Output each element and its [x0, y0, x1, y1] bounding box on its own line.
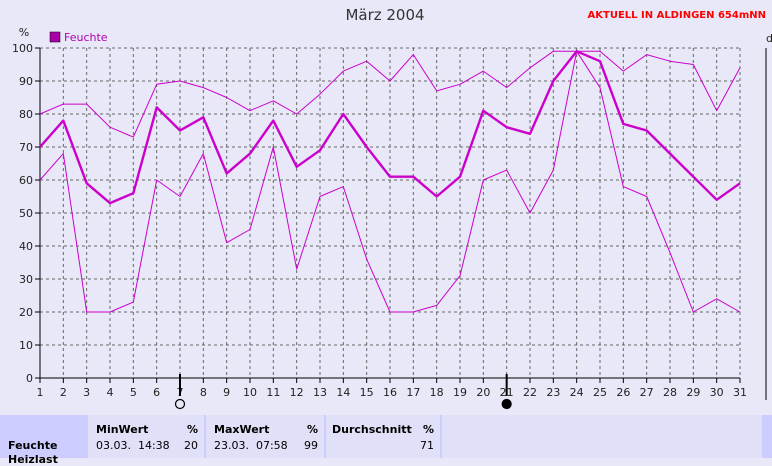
right-axis-label: d [766, 32, 772, 45]
stats-row-label-2: Heizlast [8, 453, 58, 466]
x-tick-label: 15 [360, 386, 374, 399]
x-tick-label: 1 [37, 386, 44, 399]
y-tick-label: 0 [26, 372, 33, 385]
legend-swatch [49, 31, 61, 43]
max-time: 23.03. 07:58 [214, 439, 288, 452]
axes: 0102030405060708090100123456789101112131… [12, 42, 767, 400]
series-feuchte-line [39, 50, 741, 205]
min-time: 03.03. 14:38 [96, 439, 170, 452]
y-tick-label: 40 [19, 240, 33, 253]
x-tick-label: 22 [523, 386, 537, 399]
x-tick-label: 30 [710, 386, 724, 399]
stats-panel: Feuchte Heizlast MinWert % 03.03. 14:38 … [0, 415, 772, 466]
y-tick-label: 50 [19, 207, 33, 220]
avg-value: 71 [420, 439, 434, 452]
x-tick-label: 5 [130, 386, 137, 399]
y-tick-label: 30 [19, 273, 33, 286]
series [39, 50, 741, 313]
x-tick-label: 28 [663, 386, 677, 399]
max-header: MaxWert [214, 423, 270, 436]
chart-title: März 2004 [345, 6, 424, 24]
y-tick-label: 70 [19, 141, 33, 154]
min-header: MinWert [96, 423, 149, 436]
x-tick-label: 18 [430, 386, 444, 399]
x-tick-label: 13 [313, 386, 327, 399]
y-tick-label: 20 [19, 306, 33, 319]
series-min-line [39, 50, 741, 313]
x-tick-label: 29 [686, 386, 700, 399]
x-tick-label: 17 [406, 386, 420, 399]
x-tick-label: 16 [383, 386, 397, 399]
y-tick-label: 60 [19, 174, 33, 187]
max-cell: MaxWert % 23.03. 07:58 99 [204, 415, 324, 458]
y-tick-label: 80 [19, 108, 33, 121]
stats-row-label: Feuchte [8, 439, 58, 452]
x-tick-label: 31 [733, 386, 747, 399]
y-tick-label: 90 [19, 75, 33, 88]
x-tick-label: 14 [336, 386, 350, 399]
min-cell: MinWert % 03.03. 14:38 20 [86, 415, 204, 458]
grid [40, 47, 741, 379]
series-max-line [39, 50, 741, 138]
stats-empty-cell [440, 415, 762, 458]
x-tick-label: 26 [616, 386, 630, 399]
station-label: AKTUELL IN ALDINGEN 654mNN [588, 10, 766, 21]
y-tick-label: 100 [12, 42, 33, 55]
new-moon-icon [501, 398, 512, 410]
x-tick-label: 11 [266, 386, 280, 399]
x-tick-label: 6 [153, 386, 160, 399]
x-tick-label: 20 [476, 386, 490, 399]
legend-label: Feuchte [64, 31, 108, 44]
avg-header: Durchschnitt [332, 423, 412, 436]
full-moon-icon [174, 398, 186, 410]
x-tick-label: 19 [453, 386, 467, 399]
x-tick-label: 10 [243, 386, 257, 399]
markers [174, 374, 512, 410]
y-tick-label: 10 [19, 339, 33, 352]
avg-unit: % [422, 423, 434, 436]
x-tick-label: 2 [60, 386, 67, 399]
x-tick-label: 24 [570, 386, 584, 399]
min-value: 20 [184, 439, 198, 452]
y-axis-unit: % [19, 26, 29, 39]
x-tick-label: 12 [290, 386, 304, 399]
min-unit: % [186, 423, 198, 436]
x-tick-label: 3 [83, 386, 90, 399]
max-unit: % [306, 423, 318, 436]
max-value: 99 [304, 439, 318, 452]
avg-cell: Durchschnitt % 71 [324, 415, 440, 458]
x-tick-label: 23 [546, 386, 560, 399]
x-tick-label: 4 [107, 386, 114, 399]
humidity-chart: März 2004 AKTUELL IN ALDINGEN 654mNN % d… [12, 6, 772, 410]
x-tick-label: 8 [200, 386, 207, 399]
x-tick-label: 25 [593, 386, 607, 399]
x-tick-label: 27 [640, 386, 654, 399]
x-tick-label: 9 [223, 386, 230, 399]
